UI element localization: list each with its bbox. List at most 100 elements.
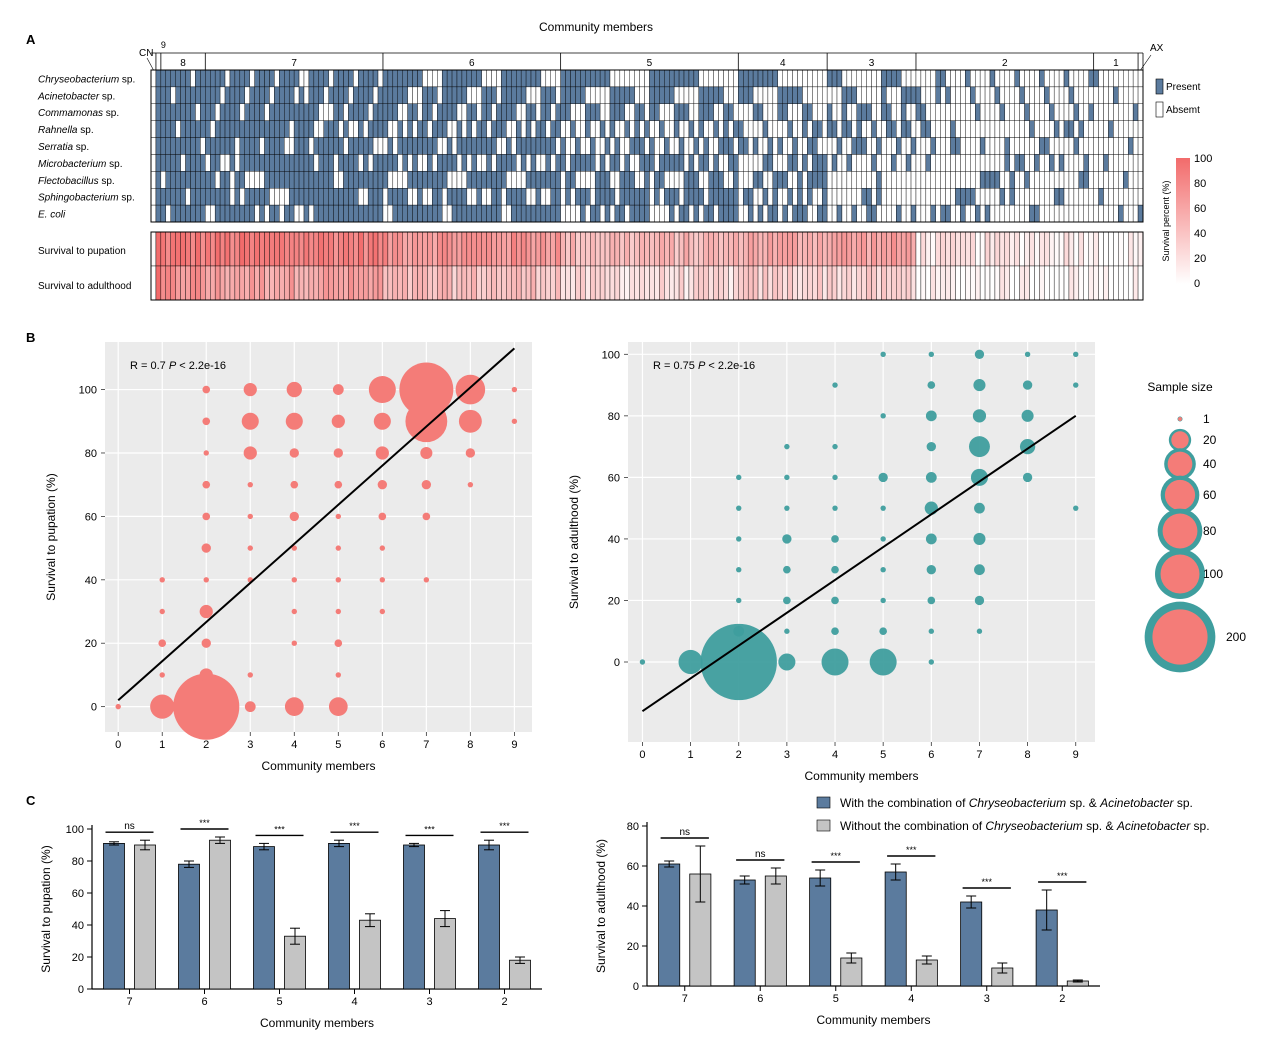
matrix-cell [693,137,700,155]
matrix-cell [669,204,675,223]
heat-cell-adulthood [989,265,996,301]
matrix-cell [525,204,532,223]
data-point [927,381,936,389]
matrix-cell [461,69,468,88]
matrix-cell [896,69,902,88]
matrix-cell [397,171,403,189]
colorbar-title: Survival percent (%) [1161,180,1171,261]
matrix-cell [826,120,833,138]
matrix-cell [975,171,981,189]
matrix-cell [683,188,690,206]
matrix-cell [1029,204,1035,223]
matrix-cell [486,137,492,155]
correlation-annotation: R = 0.75 P < 2.2e-16 [653,360,755,372]
heat-cell-pupation [476,231,482,267]
data-point [458,409,482,433]
matrix-cell [382,120,389,138]
heat-cell-adulthood [397,265,403,301]
matrix-cell [264,69,270,88]
matrix-cell [802,154,808,172]
heat-cell-pupation [407,231,413,267]
matrix-cell [525,103,532,121]
heat-cell-pupation [782,231,788,267]
x-axis-title: Community members [260,1016,374,1030]
matrix-cell [925,120,931,138]
heat-cell-pupation [984,231,991,267]
heat-cell-pupation [441,231,448,267]
data-point [880,536,886,542]
matrix-cell [313,154,320,172]
matrix-cell [698,69,704,88]
matrix-cell [585,69,591,88]
matrix-cell [254,188,260,206]
heat-cell-pupation [609,231,616,267]
heat-cell-adulthood [851,265,857,301]
matrix-cell [520,103,527,121]
matrix-cell [1039,86,1045,104]
matrix-cell [871,137,877,155]
heat-cell-pupation [466,231,472,267]
matrix-cell [1068,154,1075,172]
heat-cell-pupation [733,231,739,267]
data-point [399,362,454,417]
matrix-cell [210,137,216,155]
matrix-cell [950,188,956,206]
heat-cell-adulthood [165,265,171,301]
matrix-cell [629,188,635,206]
matrix-cell [930,204,936,223]
matrix-cell [491,69,497,88]
matrix-cell [841,86,848,104]
data-point [976,628,983,634]
significance-label: ns [124,821,135,832]
matrix-cell [560,120,566,138]
heat-cell-pupation [555,231,561,267]
matrix-cell [461,154,468,172]
matrix-cell [195,120,201,138]
heat-cell-pupation [891,231,897,267]
matrix-cell [614,86,621,104]
heat-cell-pupation [698,231,704,267]
matrix-cell [896,86,902,104]
matrix-cell [851,69,857,88]
matrix-cell [254,86,260,104]
matrix-cell [826,154,833,172]
matrix-cell [1088,188,1094,206]
matrix-cell [180,171,186,189]
x-tick-label: 0 [639,749,645,761]
matrix-cell [540,188,547,206]
heat-cell-adulthood [244,265,250,301]
matrix-cell [437,204,443,223]
heat-cell-adulthood [471,265,477,301]
matrix-cell [185,154,191,172]
matrix-cell [708,204,714,223]
matrix-cell [762,120,769,138]
heat-cell-adulthood [392,265,398,301]
data-point [880,351,886,358]
matrix-cell [1098,154,1104,172]
heat-cell-pupation [807,231,813,267]
matrix-cell [486,120,492,138]
matrix-cell [846,137,853,155]
matrix-cell [871,204,877,223]
heat-cell-adulthood [856,265,862,301]
legend-with-label: With the combination of Chryseobacterium… [840,796,1193,810]
group-label: 2 [1002,58,1008,69]
matrix-cell [481,137,487,155]
matrix-cell [397,120,403,138]
matrix-cell [935,204,941,223]
matrix-cell [669,103,675,121]
matrix-cell [1073,103,1080,121]
heat-cell-pupation [481,231,487,267]
bar-with [178,863,200,990]
matrix-cell [580,171,586,189]
matrix-cell [219,120,226,138]
matrix-cell [313,204,320,223]
heat-cell-pupation [427,231,433,267]
matrix-cell [506,171,512,189]
absent-label: Absemt [1166,105,1200,116]
matrix-cell [437,103,443,121]
heat-cell-adulthood [945,265,951,301]
matrix-cell [303,103,310,121]
heat-cell-pupation [634,231,640,267]
matrix-cell [703,120,709,138]
